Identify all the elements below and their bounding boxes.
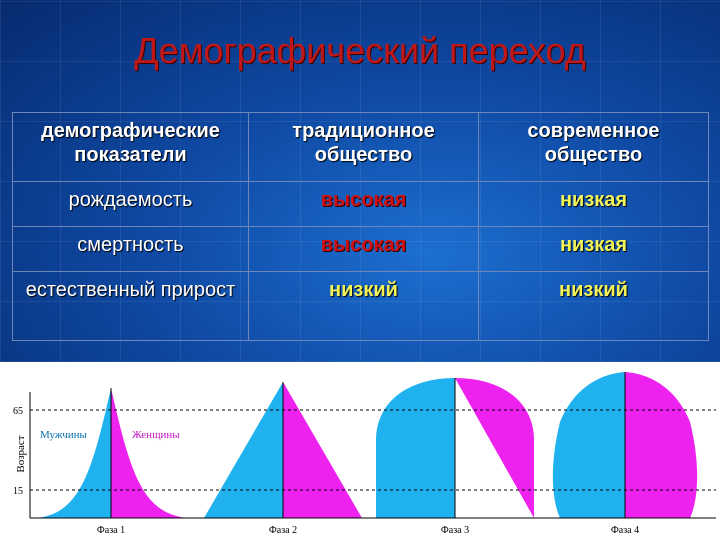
- table-row: рождаемость высокая низкая: [12, 181, 709, 227]
- header-traditional: традиционное общество: [248, 112, 479, 182]
- table-header-row: демографические показатели традиционное …: [12, 112, 709, 182]
- male-label: Мужчины: [40, 429, 87, 441]
- indicator-cell: смертность: [12, 226, 249, 272]
- phase2-label: Фаза 2: [269, 525, 297, 536]
- phase1-male-shape: [36, 388, 111, 518]
- phase4-female-shape: [625, 372, 698, 518]
- traditional-cell: низкий: [248, 271, 479, 341]
- indicator-cell: естественный прирост: [12, 271, 249, 341]
- table-row: естественный прирост низкий низкий: [12, 271, 709, 341]
- header-indicators: демографические показатели: [12, 112, 249, 182]
- phase2-female-shape: [283, 382, 362, 518]
- age-axis-label: Возраст: [15, 435, 27, 472]
- slide-header-area: Демографический переход демографические …: [0, 0, 720, 362]
- modern-cell: низкий: [478, 271, 709, 341]
- tick-65-label: 65: [13, 406, 23, 417]
- table-row: смертность высокая низкая: [12, 226, 709, 272]
- traditional-cell: высокая: [248, 181, 479, 227]
- modern-cell: низкая: [478, 226, 709, 272]
- phase4-label: Фаза 4: [611, 525, 639, 536]
- traditional-cell: высокая: [248, 226, 479, 272]
- phase3-label: Фаза 3: [441, 525, 469, 536]
- phase2-male-shape: [204, 382, 283, 518]
- tick-15-label: 15: [13, 486, 23, 497]
- phase1-label: Фаза 1: [97, 525, 125, 536]
- age-pyramid-diagram: 65 15 Возраст Мужчины Женщины Фаза 1 Фаз…: [13, 372, 716, 536]
- indicator-cell: рождаемость: [12, 181, 249, 227]
- slide-title: Демографический переход: [134, 30, 586, 71]
- phase3-female-shape: [455, 378, 534, 518]
- header-modern: современное общество: [478, 112, 709, 182]
- female-label: Женщины: [132, 429, 180, 441]
- phase1-female-shape: [111, 388, 188, 518]
- phase4-male-shape: [552, 372, 625, 518]
- demographic-table: демографические показатели традиционное …: [12, 112, 709, 341]
- modern-cell: низкая: [478, 181, 709, 227]
- phase3-male-shape: [376, 378, 455, 518]
